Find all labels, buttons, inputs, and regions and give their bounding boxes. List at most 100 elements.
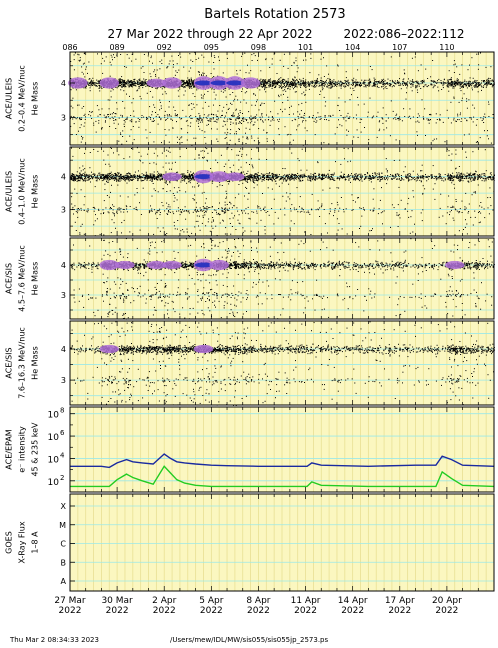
mass-point <box>303 82 305 84</box>
mass-point <box>334 81 336 83</box>
mass-point <box>120 173 121 175</box>
mass-point <box>287 78 289 80</box>
mass-point <box>353 136 355 138</box>
mass-point <box>220 116 222 118</box>
mass-point <box>270 81 271 83</box>
mass-point <box>176 210 178 212</box>
mass-point <box>107 177 109 179</box>
mass-point <box>370 82 372 84</box>
mass-point <box>295 82 297 84</box>
mass-point <box>477 141 478 143</box>
mass-point <box>110 173 112 174</box>
mass-point <box>196 89 198 91</box>
mass-point <box>192 80 194 82</box>
mass-point <box>487 78 489 80</box>
mass-point <box>151 208 153 210</box>
mass-point <box>87 72 88 74</box>
mass-point <box>476 119 478 120</box>
mass-point <box>229 94 231 96</box>
mass-point <box>435 113 437 115</box>
mass-point <box>288 86 290 87</box>
mass-point <box>319 84 321 86</box>
mass-point <box>289 88 291 90</box>
mass-point <box>223 106 225 108</box>
mass-point <box>162 205 164 207</box>
mass-point <box>367 83 369 85</box>
mass-point <box>84 174 86 176</box>
mass-point <box>375 84 377 86</box>
mass-point <box>279 85 281 87</box>
mass-point <box>190 86 192 88</box>
mass-point <box>253 124 255 126</box>
mass-point <box>92 176 94 178</box>
mass-point <box>111 88 113 89</box>
mass-point <box>427 119 429 121</box>
mass-point <box>478 64 480 66</box>
mass-point <box>395 139 397 141</box>
mass-point <box>173 64 174 66</box>
mass-point <box>240 101 242 103</box>
mass-point <box>365 86 367 88</box>
mass-point <box>308 83 310 85</box>
mass-point <box>143 78 145 80</box>
mass-point <box>435 82 437 84</box>
mass-point <box>128 86 130 88</box>
mass-point <box>253 93 255 95</box>
mass-point <box>118 175 120 177</box>
mass-point <box>180 118 182 120</box>
mass-point <box>326 119 327 121</box>
mass-point <box>151 120 153 122</box>
mass-point <box>409 115 411 117</box>
mass-point <box>131 82 133 84</box>
mass-point <box>355 84 357 85</box>
mass-point <box>430 113 432 115</box>
mass-point <box>125 85 127 87</box>
mass-point <box>431 80 433 82</box>
mass-point <box>119 175 121 177</box>
mass-point <box>355 82 357 84</box>
mass-point <box>134 81 136 83</box>
mass-point <box>455 83 457 84</box>
mass-point <box>122 177 124 179</box>
mass-point <box>265 91 267 93</box>
mass-point <box>311 81 313 83</box>
mass-point <box>271 119 273 121</box>
mass-point <box>345 86 347 88</box>
mass-point <box>103 159 105 161</box>
mass-point <box>476 80 478 81</box>
mass-point <box>339 110 341 111</box>
mass-point <box>340 80 342 82</box>
mass-point <box>381 86 383 88</box>
mass-point <box>165 93 167 95</box>
mass-point <box>269 80 271 82</box>
mass-point <box>113 54 114 56</box>
mass-point <box>483 116 485 118</box>
mass-point <box>99 79 101 81</box>
mass-point <box>265 79 267 81</box>
mass-point <box>190 77 192 79</box>
mass-point <box>270 85 272 87</box>
mass-point <box>490 142 492 144</box>
mass-point <box>447 79 449 81</box>
mass-point <box>388 83 390 85</box>
mass-point <box>300 84 302 86</box>
mass-point <box>131 85 133 87</box>
mass-point <box>159 214 161 216</box>
mass-point <box>459 87 461 89</box>
mass-point <box>285 80 287 82</box>
mass-point <box>485 86 487 88</box>
mass-point <box>135 175 137 177</box>
mass-point <box>303 81 305 83</box>
mass-point <box>198 71 200 73</box>
mass-point <box>425 68 427 70</box>
mass-point <box>236 133 237 135</box>
mass-point <box>272 82 274 84</box>
mass-point <box>103 177 105 179</box>
mass-point <box>432 87 434 89</box>
mass-point <box>450 78 452 80</box>
mass-point <box>405 98 407 100</box>
mass-point <box>126 116 128 118</box>
mass-point <box>134 171 136 173</box>
mass-point <box>294 85 296 87</box>
mass-point <box>141 83 143 85</box>
